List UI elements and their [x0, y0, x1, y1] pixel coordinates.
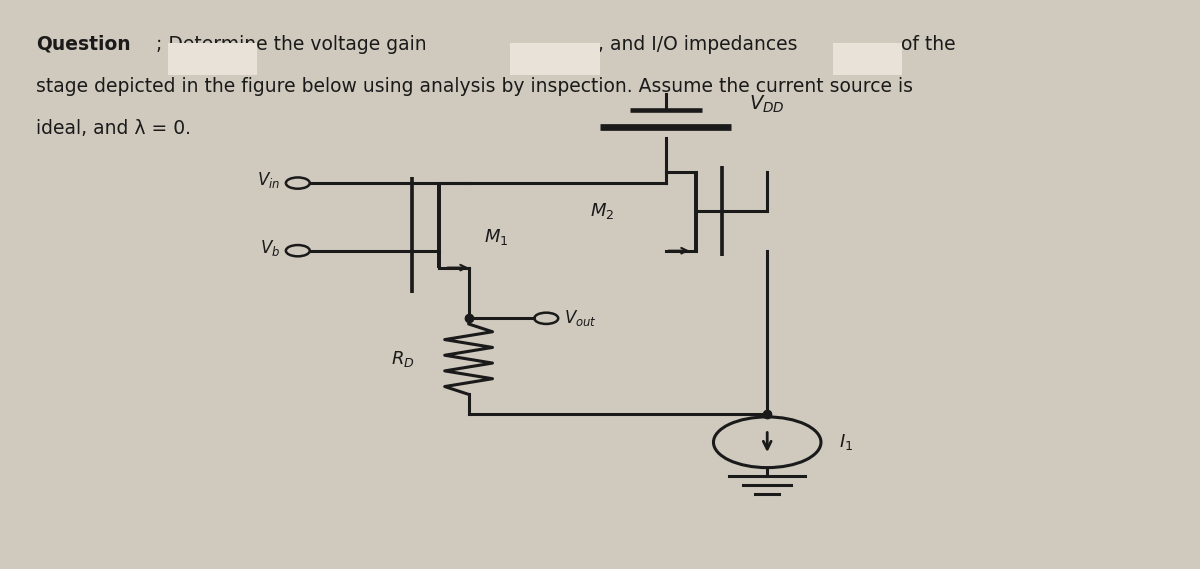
Text: stage depicted in the figure below using analysis by inspection. Assume the curr: stage depicted in the figure below using…: [36, 77, 913, 96]
Text: $R_D$: $R_D$: [391, 349, 415, 369]
Text: $M_2$: $M_2$: [590, 201, 614, 221]
Text: Question: Question: [36, 35, 131, 54]
Text: $V_{out}$: $V_{out}$: [564, 308, 596, 328]
Text: ; Determine the voltage gain: ; Determine the voltage gain: [156, 35, 426, 54]
Text: $V_{b}$: $V_{b}$: [259, 238, 280, 258]
Text: $I_1$: $I_1$: [839, 432, 853, 452]
FancyBboxPatch shape: [833, 43, 902, 75]
Text: $V_{DD}$: $V_{DD}$: [749, 93, 785, 115]
FancyBboxPatch shape: [510, 43, 600, 75]
Text: $V_{in}$: $V_{in}$: [257, 170, 280, 190]
Text: of the: of the: [901, 35, 955, 54]
Text: ideal, and λ = 0.: ideal, and λ = 0.: [36, 119, 191, 138]
Text: , and I/O impedances: , and I/O impedances: [598, 35, 797, 54]
FancyBboxPatch shape: [168, 43, 257, 75]
Text: $M_1$: $M_1$: [484, 226, 509, 246]
